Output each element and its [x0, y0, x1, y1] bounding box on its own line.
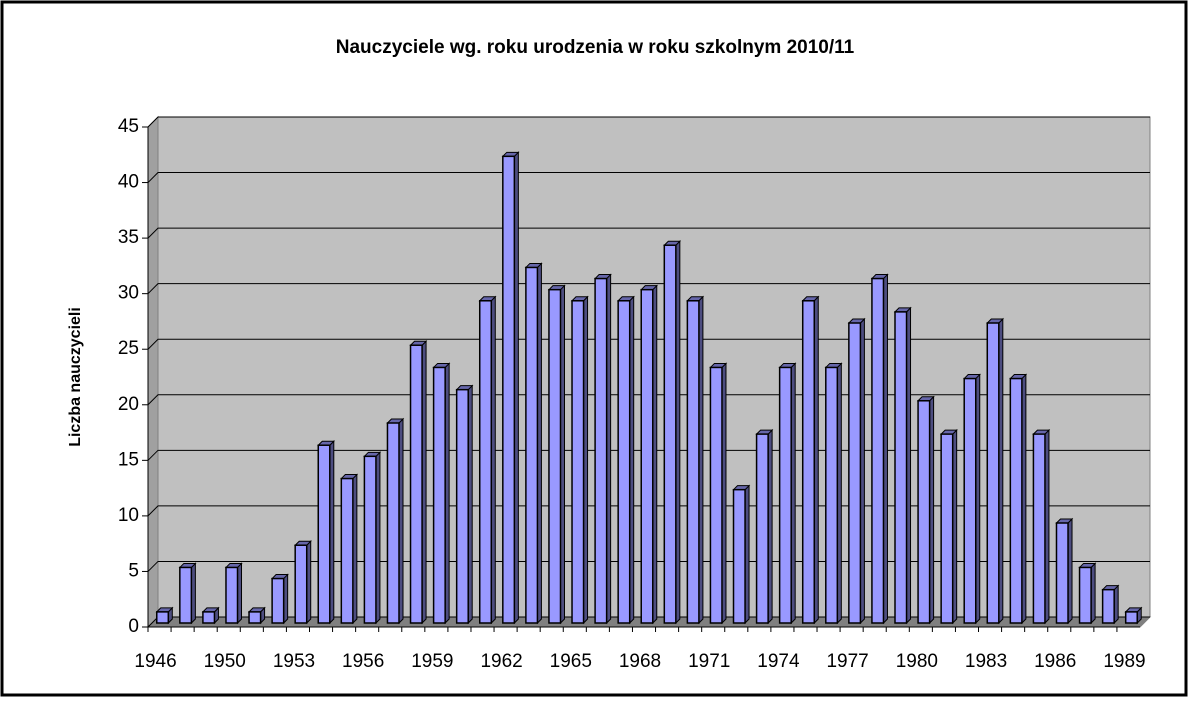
x-tick-label: 1946	[134, 651, 176, 672]
y-tick-label: 25	[118, 338, 139, 359]
x-tick-label: 1959	[411, 651, 453, 672]
bar	[317, 444, 331, 624]
y-axis-label: Liczba nauczycieli	[67, 307, 84, 447]
bar	[778, 366, 792, 624]
bar	[663, 244, 677, 624]
bar	[894, 311, 908, 624]
bar	[202, 611, 216, 624]
bar	[686, 300, 700, 624]
grid-line	[147, 505, 1150, 517]
bar	[1009, 377, 1023, 624]
x-tick-label: 1956	[342, 651, 384, 672]
grid-line	[147, 116, 1150, 128]
bar	[755, 433, 769, 624]
bar	[617, 300, 631, 624]
bar	[709, 366, 723, 624]
bar	[502, 155, 516, 624]
bar	[525, 266, 539, 624]
bar	[271, 577, 285, 624]
bar	[871, 277, 885, 624]
y-tick-label: 35	[118, 227, 139, 248]
bar	[986, 322, 1000, 624]
bar	[825, 366, 839, 624]
bar	[1032, 433, 1046, 624]
bar	[1078, 566, 1092, 624]
bar	[640, 288, 654, 624]
grid-line	[147, 449, 1150, 461]
grid-line	[147, 394, 1150, 406]
grid-line	[147, 338, 1150, 350]
bar	[156, 611, 170, 624]
x-tick-label: 1962	[480, 651, 522, 672]
bar	[432, 366, 446, 624]
bar	[1101, 588, 1115, 624]
x-tick-label: 1986	[1034, 651, 1076, 672]
bar	[940, 433, 954, 624]
bar	[1055, 522, 1069, 624]
bar	[340, 477, 354, 624]
bar	[179, 566, 193, 624]
bar	[732, 488, 746, 624]
x-tick-label: 1950	[204, 651, 246, 672]
x-tick-label: 1980	[896, 651, 938, 672]
x-tick-label: 1965	[550, 651, 592, 672]
y-tick-label: 30	[118, 283, 139, 304]
bar	[409, 344, 423, 624]
plot-side	[147, 115, 159, 629]
bar	[455, 388, 469, 624]
bar	[248, 611, 262, 624]
bar	[801, 300, 816, 624]
bar	[478, 300, 493, 624]
bar	[386, 422, 400, 624]
x-tick-label: 1983	[965, 651, 1007, 672]
y-tick-label: 5	[128, 560, 139, 581]
grid-line	[147, 172, 1150, 183]
x-tick-label: 1971	[688, 651, 730, 672]
bar	[594, 277, 608, 624]
y-tick-label: 40	[118, 172, 139, 193]
x-tick-label: 1968	[619, 651, 661, 672]
bar	[548, 288, 562, 624]
x-tick-label: 1977	[826, 651, 868, 672]
bar	[225, 566, 239, 624]
grid-line	[147, 283, 1150, 295]
bar	[848, 322, 862, 624]
y-tick-label: 45	[118, 116, 139, 137]
bar	[1124, 611, 1138, 624]
bar	[571, 300, 585, 624]
grid-line	[147, 560, 1150, 572]
bar	[963, 377, 977, 624]
bar	[294, 544, 308, 624]
x-tick-label: 1974	[757, 651, 800, 672]
y-tick-label: 10	[118, 505, 139, 526]
y-tick-label: 15	[118, 449, 139, 470]
x-tick-label: 1989	[1103, 651, 1145, 672]
chart-title: Nauczyciele wg. roku urodzenia w roku sz…	[336, 37, 855, 58]
grid-line	[147, 227, 1150, 239]
bar	[917, 400, 931, 624]
x-tick-label: 1953	[273, 651, 315, 672]
y-tick-label: 0	[128, 616, 139, 637]
bar	[363, 455, 377, 624]
y-tick-label: 20	[118, 394, 139, 415]
